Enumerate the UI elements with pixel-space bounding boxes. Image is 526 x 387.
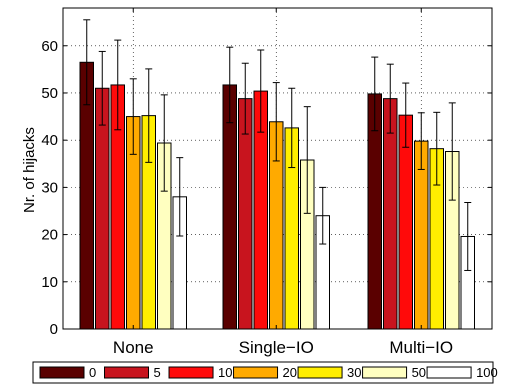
error-bars	[83, 19, 472, 271]
legend-swatch	[426, 366, 472, 379]
legend-label: 100	[476, 365, 498, 380]
legend-swatch	[168, 366, 214, 379]
bars	[79, 61, 475, 330]
legend-swatch	[362, 366, 408, 379]
legend-label: 20	[283, 365, 297, 380]
legend-swatch	[39, 366, 85, 379]
legend-swatch	[297, 366, 343, 379]
plot-frame	[62, 7, 493, 330]
x-tick-label: Multi−IO	[389, 338, 453, 357]
y-tick-label: 0	[50, 321, 58, 338]
legend-label: 10	[218, 365, 232, 380]
legend-label: 0	[89, 365, 96, 380]
legend: 0 5 10 20 30 50 100	[32, 361, 498, 384]
x-tick-labels: None Single−IO Multi−IO	[113, 338, 453, 357]
y-tick-label: 60	[41, 38, 58, 55]
axes: 0 10 20 30 40 50 60	[41, 7, 493, 338]
y-axis-label: Nr. of hijacks	[21, 127, 38, 213]
legend-label: 50	[412, 365, 426, 380]
y-tick-label: 10	[41, 274, 58, 291]
x-tick-label: None	[113, 338, 154, 357]
legend-label: 30	[347, 365, 361, 380]
x-tick-label: Single−IO	[239, 338, 314, 357]
y-tick-label: 30	[41, 179, 58, 196]
legend-swatch	[233, 366, 279, 379]
y-tick-label: 40	[41, 132, 58, 149]
y-tick-label: 20	[41, 227, 58, 244]
y-tick-label: 50	[41, 85, 58, 102]
legend-label: 5	[154, 365, 161, 380]
legend-swatch	[104, 366, 150, 379]
